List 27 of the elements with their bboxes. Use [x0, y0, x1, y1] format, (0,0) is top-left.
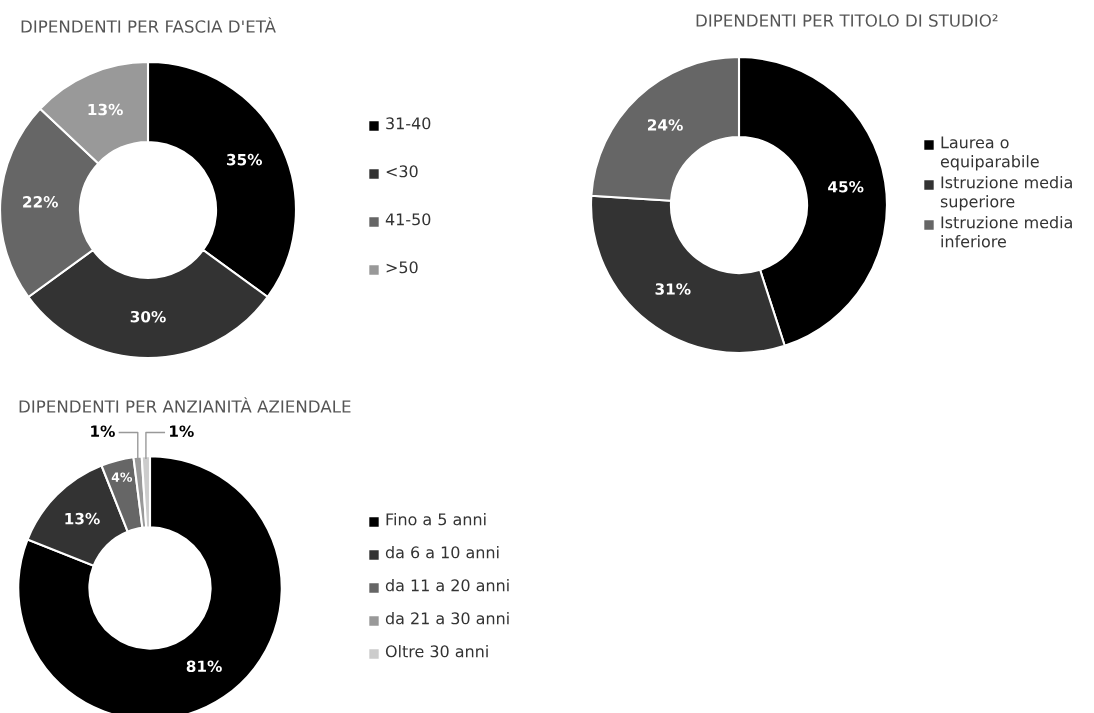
legend-label: Oltre 30 anni: [385, 645, 488, 658]
legend-label: da 21 a 30 anni: [385, 612, 509, 625]
data-label: 31%: [655, 283, 691, 295]
legend-label: <30: [386, 165, 418, 178]
chart-title: DIPENDENTI PER TITOLO DI STUDIO²: [696, 14, 998, 27]
data-label: 22%: [23, 196, 58, 208]
legend-label: da 6 a 10 anni: [385, 546, 499, 559]
chart-title: DIPENDENTI PER ANZIANITÀ AZIENDALE: [19, 397, 351, 413]
legend-label: Istruzione media superiore: [940, 176, 1072, 211]
legend-label: Laurea o equiparabile: [940, 136, 1039, 171]
chart-title: DIPENDENTI PER FASCIA D'ETÀ: [21, 17, 276, 33]
data-label: 81%: [186, 660, 222, 672]
data-label: 1%: [91, 425, 115, 437]
data-label: 24%: [647, 119, 683, 131]
data-label: 30%: [130, 310, 166, 323]
legend-label: 41-50: [385, 213, 431, 226]
legend-label: >50: [386, 261, 418, 274]
data-label: 13%: [88, 103, 123, 116]
data-label: 13%: [65, 512, 100, 525]
data-label: 1%: [170, 425, 194, 437]
legend-label: da 11 a 20 anni: [385, 579, 509, 592]
data-label: 4%: [111, 472, 133, 482]
data-label: 45%: [828, 180, 864, 193]
legend-label: Fino a 5 anni: [386, 513, 486, 526]
data-label: 35%: [226, 153, 263, 166]
legend-label: Istruzione media inferiore: [941, 216, 1072, 248]
legend-label: 31-40: [386, 117, 431, 130]
